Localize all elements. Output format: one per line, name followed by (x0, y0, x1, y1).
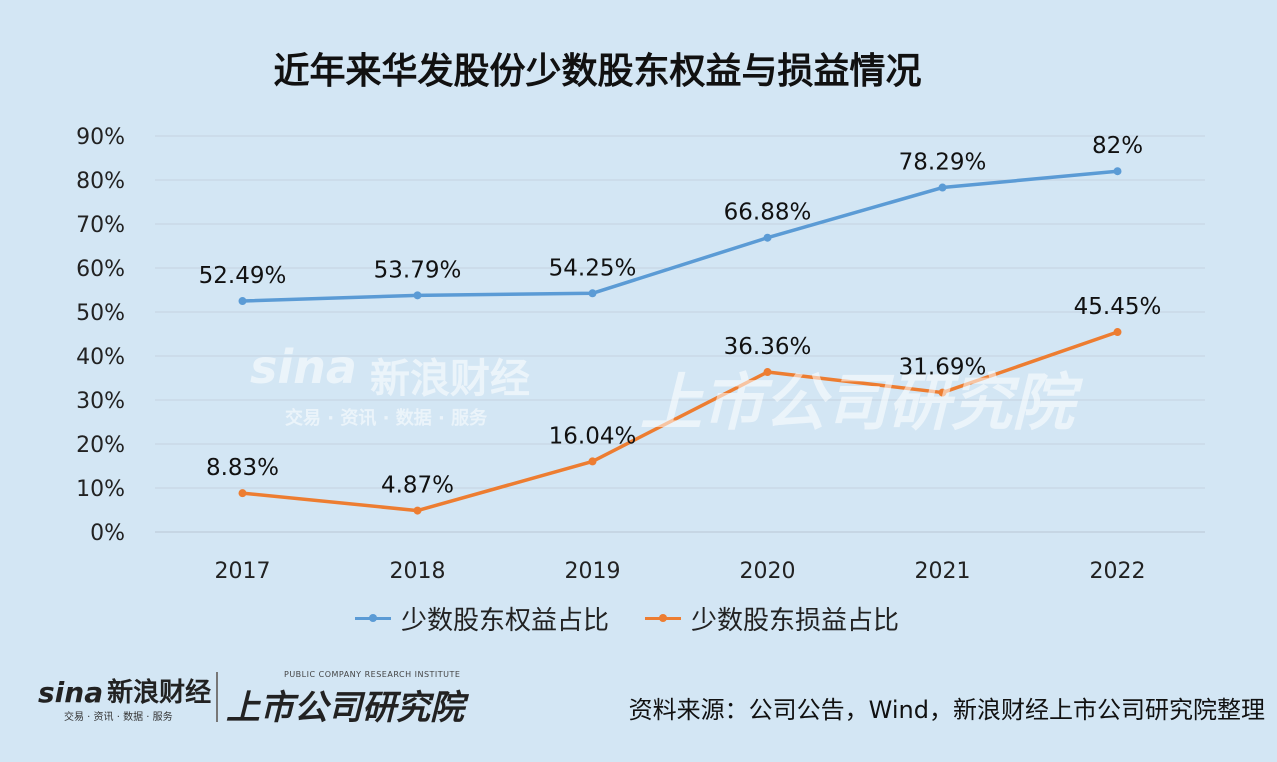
source-note: 资料来源：公司公告，Wind，新浪财经上市公司研究院整理 (628, 696, 1265, 724)
x-tick-label: 2018 (390, 559, 446, 584)
y-tick-label: 60% (76, 257, 125, 282)
x-tick-label: 2020 (740, 559, 796, 584)
sina-logo: sina 新浪财经 交易 · 资讯 · 数据 · 服务 (38, 672, 212, 723)
data-label: 52.49% (199, 263, 287, 289)
data-point (938, 183, 947, 192)
legend-swatch-equity (355, 613, 391, 622)
data-label: 8.83% (206, 455, 279, 481)
data-label: 78.29% (899, 150, 987, 176)
sina-logo-sub: 交易 · 资讯 · 数据 · 服务 (64, 712, 173, 723)
data-label: 4.87% (381, 473, 454, 499)
legend-item-equity: 少数股东权益占比 (355, 600, 609, 637)
chart-title: 近年来华发股份少数股东权益与损益情况 (273, 51, 922, 92)
data-label: 54.25% (549, 255, 637, 281)
legend-item-profit: 少数股东损益占比 (645, 600, 899, 637)
y-tick-label: 10% (76, 477, 125, 502)
data-point (588, 289, 597, 298)
data-point (588, 457, 597, 466)
legend-label-equity: 少数股东权益占比 (401, 605, 610, 636)
data-point (938, 388, 947, 397)
data-point (1113, 328, 1122, 337)
institute-en: PUBLIC COMPANY RESEARCH INSTITUTE (284, 670, 461, 679)
data-point (238, 297, 247, 306)
x-tick-label: 2021 (915, 559, 971, 584)
y-tick-label: 50% (76, 301, 125, 326)
data-point (763, 368, 772, 377)
data-label: 82% (1092, 133, 1143, 159)
legend-swatch-profit (645, 613, 682, 622)
series-line-2 (242, 330, 1119, 513)
legend: 少数股东权益占比 少数股东损益占比 (355, 600, 935, 636)
data-point (413, 291, 422, 300)
data-point (238, 489, 247, 498)
institute-logo: 上市公司研究院 (226, 688, 464, 728)
y-tick-label: 80% (76, 169, 125, 194)
x-tick-label: 2017 (215, 559, 271, 584)
data-label: 53.79% (374, 257, 462, 283)
data-label: 36.36% (724, 334, 812, 360)
y-tick-label: 90% (76, 125, 125, 150)
y-tick-label: 40% (76, 345, 125, 370)
x-tick-label: 2022 (1090, 559, 1146, 584)
sina-logo-cn: 新浪财经 (107, 678, 212, 708)
footer-divider (216, 672, 218, 722)
y-tick-label: 70% (76, 213, 125, 238)
data-point (763, 233, 772, 242)
data-point (413, 506, 422, 515)
data-label: 45.45% (1074, 294, 1162, 320)
sina-logo-word: sina (38, 676, 104, 709)
legend-label-profit: 少数股东损益占比 (691, 605, 900, 636)
series-line-1 (242, 169, 1118, 303)
data-label: 66.88% (724, 200, 812, 226)
data-point (1113, 167, 1122, 176)
y-tick-label: 30% (76, 389, 125, 414)
y-tick-label: 20% (76, 433, 125, 458)
data-label: 31.69% (899, 355, 987, 381)
y-tick-label: 0% (90, 521, 125, 546)
x-tick-label: 2019 (565, 559, 621, 584)
data-label: 16.04% (549, 423, 637, 449)
